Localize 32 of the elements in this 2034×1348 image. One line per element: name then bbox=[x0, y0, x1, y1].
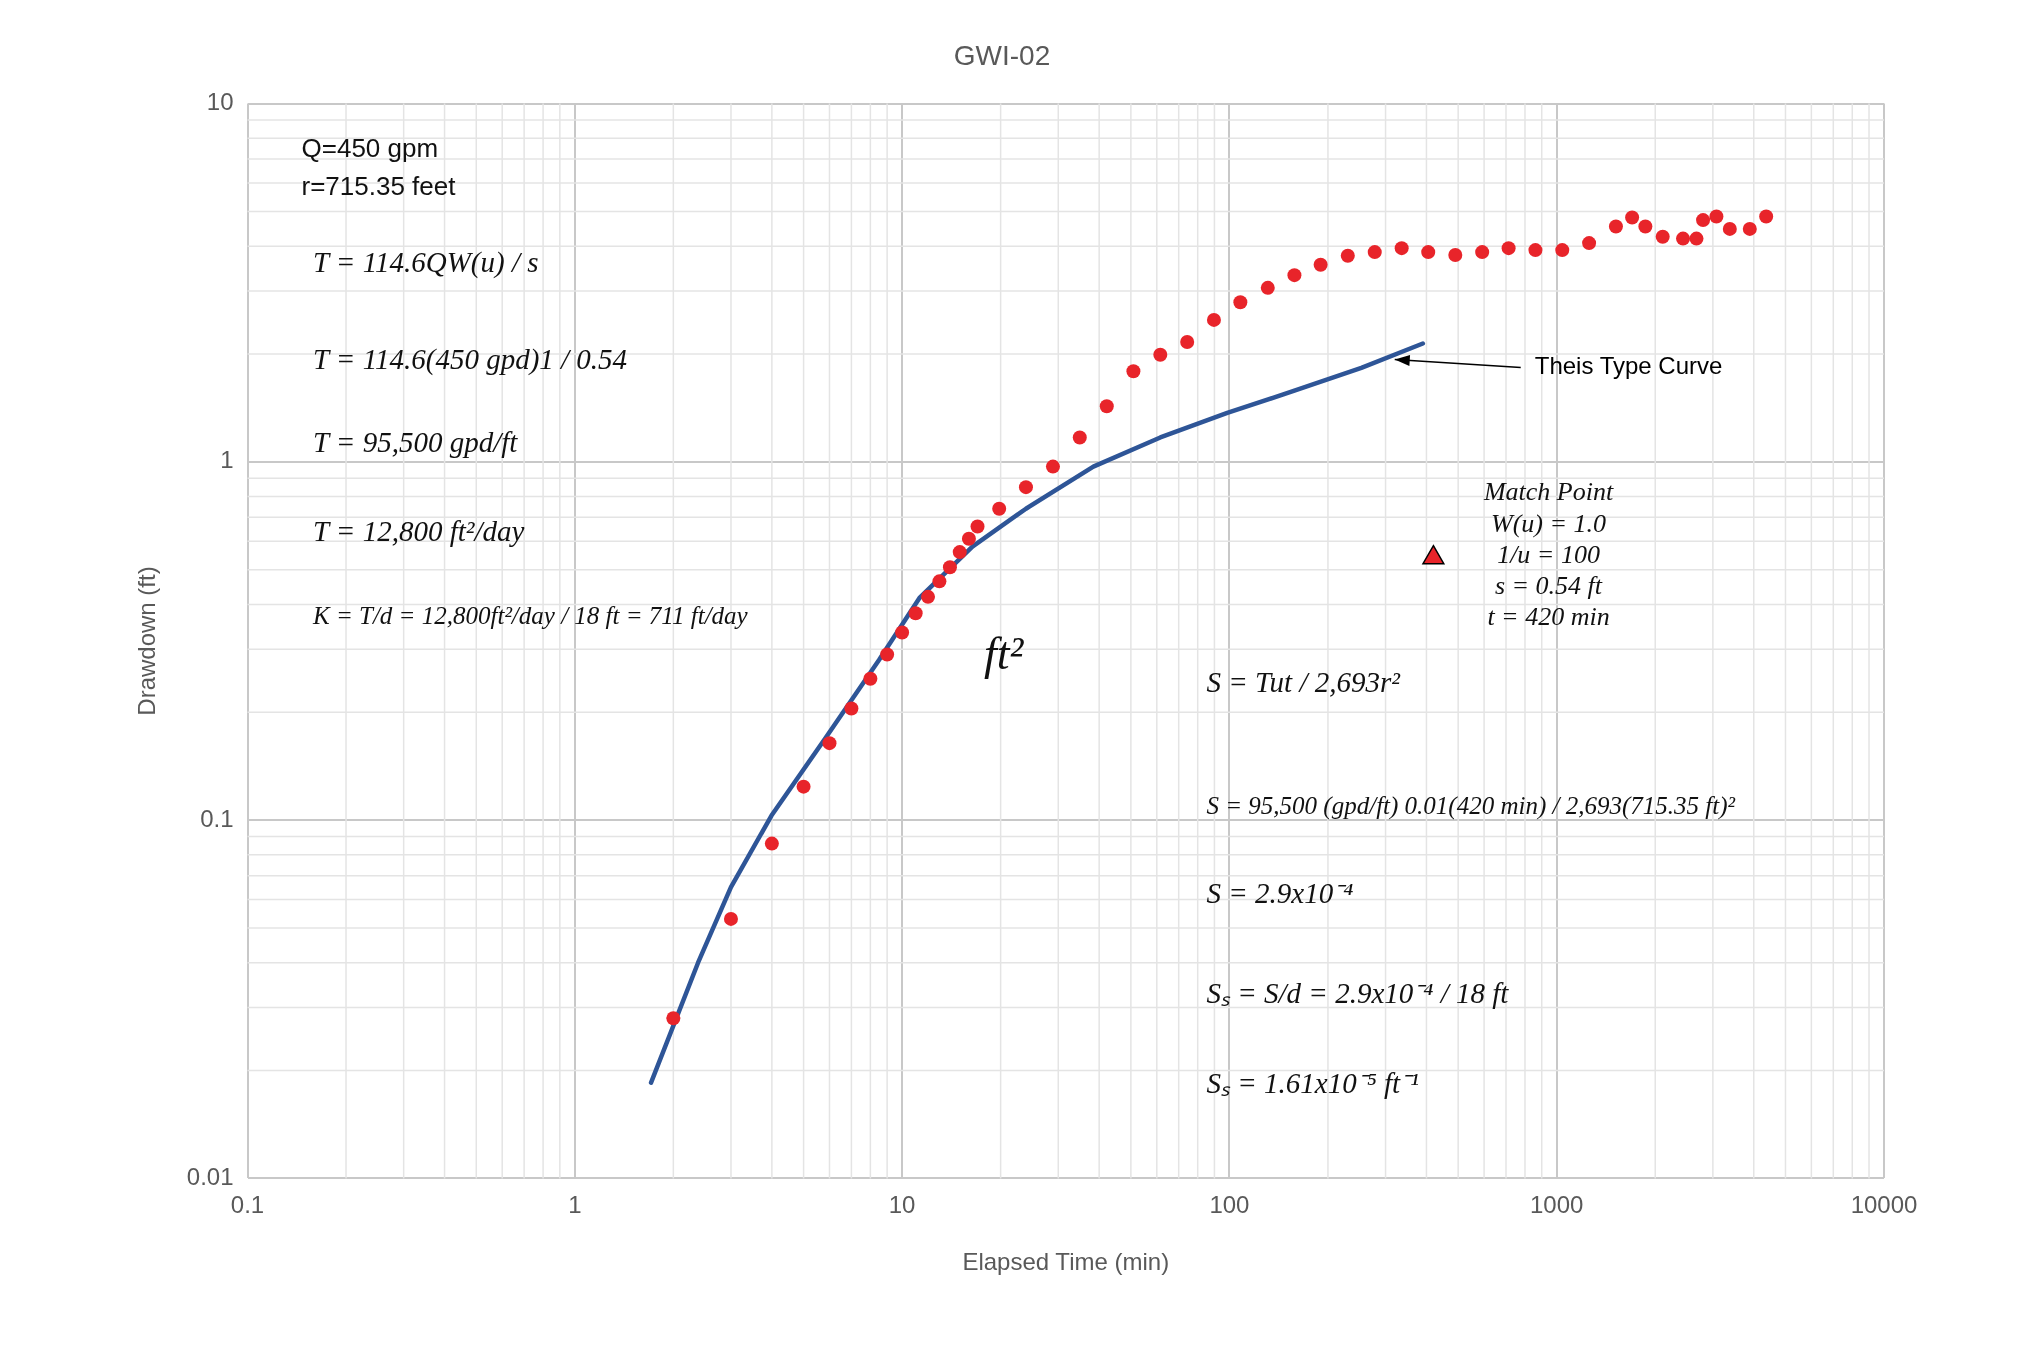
x-tick-label: 10000 bbox=[1850, 1191, 1918, 1219]
x-tick-label: 1 bbox=[568, 1191, 582, 1219]
annotation: T = 95,500 gpd/ft bbox=[312, 425, 519, 458]
x-tick-label: 10 bbox=[888, 1191, 916, 1219]
y-tick-label: 0.1 bbox=[200, 804, 234, 832]
x-axis-title: Elapsed Time (min) bbox=[962, 1248, 1170, 1276]
annotation: T = 12,800 ft²/day bbox=[312, 515, 525, 548]
y-tick-label: 0.01 bbox=[186, 1163, 234, 1191]
annotation: Match Point bbox=[1482, 476, 1614, 506]
y-axis-title: Drawdown (ft) bbox=[133, 566, 161, 716]
annotation: 1/u = 100 bbox=[1497, 539, 1600, 569]
y-tick-label: 1 bbox=[220, 446, 234, 474]
x-tick-label: 100 bbox=[1209, 1191, 1250, 1219]
annotation: S = 95,500 (gpd/ft) 0.01(420 min) / 2,693(715.35 ft)² bbox=[1206, 792, 1736, 821]
chart-title: GWI-02 bbox=[953, 39, 1051, 71]
annotation: Sₛ = S/d = 2.9x10⁻⁴ / 18 ft bbox=[1206, 977, 1510, 1010]
x-tick-label: 1000 bbox=[1530, 1191, 1584, 1219]
annotation: Sₛ = 1.61x10⁻⁵ ft⁻¹ bbox=[1206, 1066, 1419, 1099]
annotation: s = 0.54 ft bbox=[1494, 571, 1603, 601]
y-tick-label: 10 bbox=[206, 88, 234, 116]
annotation: Q=450 gpm bbox=[301, 132, 439, 163]
annotation: t = 420 min bbox=[1487, 602, 1610, 632]
annotation: W(u) = 1.0 bbox=[1491, 508, 1607, 538]
annotation: S = 2.9x10⁻⁴ bbox=[1206, 877, 1354, 910]
annotation: S = Tut / 2,693r² bbox=[1206, 665, 1402, 698]
annotation: r=715.35 feet bbox=[301, 170, 457, 201]
annotation: T = 114.6QW(u) / s bbox=[312, 246, 539, 280]
annotation: Theis Type Curve bbox=[1534, 352, 1723, 380]
x-tick-label: 0.1 bbox=[230, 1191, 265, 1219]
annotation: T = 114.6(450 gpd)1 / 0.54 bbox=[312, 343, 628, 377]
annotation: ft² bbox=[983, 628, 1025, 680]
annotation: K = T/d = 12,800ft²/day / 18 ft = 711 ft/day bbox=[311, 601, 749, 629]
